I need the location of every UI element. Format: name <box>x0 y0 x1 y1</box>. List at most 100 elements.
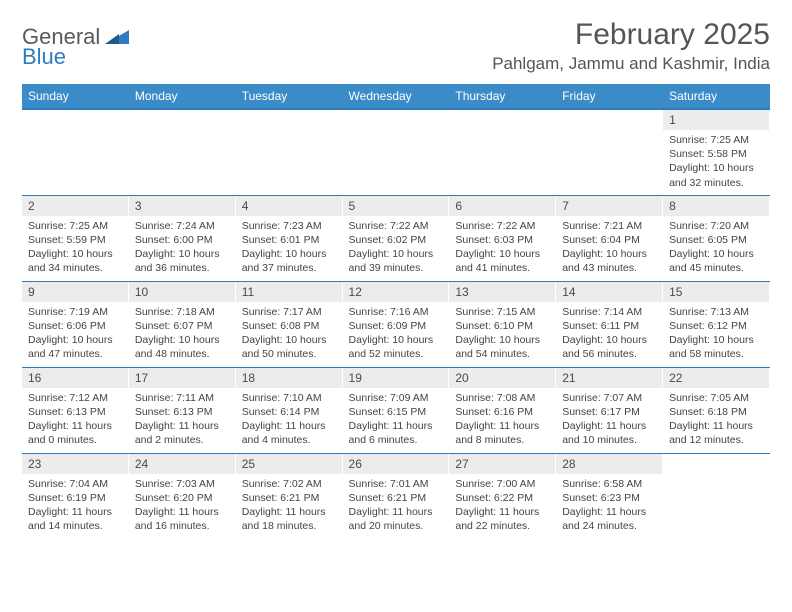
day-body: Sunrise: 7:25 AMSunset: 5:59 PMDaylight:… <box>22 216 129 280</box>
sunrise-text: Sunrise: 7:17 AM <box>242 305 337 319</box>
sunset-text: Sunset: 6:04 PM <box>562 233 657 247</box>
sunrise-text: Sunrise: 7:04 AM <box>28 477 123 491</box>
day-cell: 4Sunrise: 7:23 AMSunset: 6:01 PMDaylight… <box>236 195 343 281</box>
day-body: Sunrise: 7:05 AMSunset: 6:18 PMDaylight:… <box>663 388 770 452</box>
sunset-text: Sunset: 6:11 PM <box>562 319 657 333</box>
daylight-text: Daylight: 10 hours and 39 minutes. <box>349 247 444 275</box>
day-cell <box>129 109 236 195</box>
dow-thursday: Thursday <box>449 84 556 109</box>
day-cell: 15Sunrise: 7:13 AMSunset: 6:12 PMDayligh… <box>663 281 770 367</box>
day-cell: 19Sunrise: 7:09 AMSunset: 6:15 PMDayligh… <box>343 367 450 453</box>
daylight-text: Daylight: 10 hours and 41 minutes. <box>455 247 550 275</box>
sunrise-text: Sunrise: 7:10 AM <box>242 391 337 405</box>
day-body: Sunrise: 7:10 AMSunset: 6:14 PMDaylight:… <box>236 388 343 452</box>
day-cell: 10Sunrise: 7:18 AMSunset: 6:07 PMDayligh… <box>129 281 236 367</box>
sunset-text: Sunset: 6:21 PM <box>242 491 337 505</box>
day-body: Sunrise: 7:20 AMSunset: 6:05 PMDaylight:… <box>663 216 770 280</box>
sunrise-text: Sunrise: 7:08 AM <box>455 391 550 405</box>
day-cell: 11Sunrise: 7:17 AMSunset: 6:08 PMDayligh… <box>236 281 343 367</box>
daylight-text: Daylight: 11 hours and 12 minutes. <box>669 419 764 447</box>
sunset-text: Sunset: 6:06 PM <box>28 319 123 333</box>
daylight-text: Daylight: 10 hours and 48 minutes. <box>135 333 230 361</box>
dow-monday: Monday <box>129 84 236 109</box>
title-block: February 2025 Pahlgam, Jammu and Kashmir… <box>492 18 770 74</box>
day-number: 2 <box>22 196 129 216</box>
daylight-text: Daylight: 11 hours and 18 minutes. <box>242 505 337 533</box>
sunset-text: Sunset: 6:19 PM <box>28 491 123 505</box>
day-body: Sunrise: 7:22 AMSunset: 6:02 PMDaylight:… <box>343 216 450 280</box>
sunrise-text: Sunrise: 7:03 AM <box>135 477 230 491</box>
day-number: 20 <box>449 368 556 388</box>
sunrise-text: Sunrise: 7:14 AM <box>562 305 657 319</box>
sunset-text: Sunset: 6:02 PM <box>349 233 444 247</box>
dow-sunday: Sunday <box>22 84 129 109</box>
day-number: 22 <box>663 368 770 388</box>
week-row: 2Sunrise: 7:25 AMSunset: 5:59 PMDaylight… <box>22 195 770 281</box>
sunrise-text: Sunrise: 7:13 AM <box>669 305 764 319</box>
sunset-text: Sunset: 6:14 PM <box>242 405 337 419</box>
day-body <box>556 130 663 137</box>
dow-tuesday: Tuesday <box>236 84 343 109</box>
day-cell: 20Sunrise: 7:08 AMSunset: 6:16 PMDayligh… <box>449 367 556 453</box>
day-number: 26 <box>343 454 450 474</box>
sunset-text: Sunset: 5:58 PM <box>669 147 764 161</box>
sunrise-text: Sunrise: 7:12 AM <box>28 391 123 405</box>
daylight-text: Daylight: 11 hours and 22 minutes. <box>455 505 550 533</box>
day-number: 7 <box>556 196 663 216</box>
sunset-text: Sunset: 6:10 PM <box>455 319 550 333</box>
daylight-text: Daylight: 10 hours and 34 minutes. <box>28 247 123 275</box>
day-number <box>236 110 343 130</box>
sunset-text: Sunset: 6:20 PM <box>135 491 230 505</box>
day-cell <box>556 109 663 195</box>
day-cell: 26Sunrise: 7:01 AMSunset: 6:21 PMDayligh… <box>343 453 450 539</box>
daylight-text: Daylight: 10 hours and 36 minutes. <box>135 247 230 275</box>
day-number <box>556 110 663 130</box>
sunrise-text: Sunrise: 7:11 AM <box>135 391 230 405</box>
day-cell: 22Sunrise: 7:05 AMSunset: 6:18 PMDayligh… <box>663 367 770 453</box>
sunrise-text: Sunrise: 7:07 AM <box>562 391 657 405</box>
day-number: 9 <box>22 282 129 302</box>
day-number <box>343 110 450 130</box>
day-number <box>129 110 236 130</box>
day-number: 13 <box>449 282 556 302</box>
day-cell: 18Sunrise: 7:10 AMSunset: 6:14 PMDayligh… <box>236 367 343 453</box>
day-body <box>449 130 556 137</box>
day-number: 4 <box>236 196 343 216</box>
day-body: Sunrise: 7:14 AMSunset: 6:11 PMDaylight:… <box>556 302 663 366</box>
daylight-text: Daylight: 11 hours and 4 minutes. <box>242 419 337 447</box>
daylight-text: Daylight: 10 hours and 32 minutes. <box>669 161 764 189</box>
day-body <box>22 130 129 137</box>
sunrise-text: Sunrise: 7:16 AM <box>349 305 444 319</box>
daylight-text: Daylight: 10 hours and 56 minutes. <box>562 333 657 361</box>
day-cell: 9Sunrise: 7:19 AMSunset: 6:06 PMDaylight… <box>22 281 129 367</box>
day-body: Sunrise: 7:04 AMSunset: 6:19 PMDaylight:… <box>22 474 129 538</box>
sunrise-text: Sunrise: 7:25 AM <box>669 133 764 147</box>
daylight-text: Daylight: 11 hours and 20 minutes. <box>349 505 444 533</box>
sunrise-text: Sunrise: 7:05 AM <box>669 391 764 405</box>
day-cell: 21Sunrise: 7:07 AMSunset: 6:17 PMDayligh… <box>556 367 663 453</box>
week-row: 16Sunrise: 7:12 AMSunset: 6:13 PMDayligh… <box>22 367 770 453</box>
day-number <box>663 454 770 474</box>
day-body: Sunrise: 7:12 AMSunset: 6:13 PMDaylight:… <box>22 388 129 452</box>
day-number: 14 <box>556 282 663 302</box>
day-number: 21 <box>556 368 663 388</box>
sunset-text: Sunset: 6:15 PM <box>349 405 444 419</box>
daylight-text: Daylight: 10 hours and 43 minutes. <box>562 247 657 275</box>
day-cell <box>22 109 129 195</box>
sunset-text: Sunset: 6:16 PM <box>455 405 550 419</box>
sunrise-text: Sunrise: 7:22 AM <box>349 219 444 233</box>
sunrise-text: Sunrise: 7:01 AM <box>349 477 444 491</box>
day-body: Sunrise: 7:15 AMSunset: 6:10 PMDaylight:… <box>449 302 556 366</box>
sunset-text: Sunset: 6:09 PM <box>349 319 444 333</box>
week-row: 1Sunrise: 7:25 AMSunset: 5:58 PMDaylight… <box>22 109 770 195</box>
day-body: Sunrise: 7:09 AMSunset: 6:15 PMDaylight:… <box>343 388 450 452</box>
sunrise-text: Sunrise: 7:25 AM <box>28 219 123 233</box>
day-body: Sunrise: 6:58 AMSunset: 6:23 PMDaylight:… <box>556 474 663 538</box>
day-body: Sunrise: 7:16 AMSunset: 6:09 PMDaylight:… <box>343 302 450 366</box>
day-body <box>129 130 236 137</box>
day-number: 19 <box>343 368 450 388</box>
day-body: Sunrise: 7:21 AMSunset: 6:04 PMDaylight:… <box>556 216 663 280</box>
day-body: Sunrise: 7:22 AMSunset: 6:03 PMDaylight:… <box>449 216 556 280</box>
day-number: 12 <box>343 282 450 302</box>
month-title: February 2025 <box>492 18 770 52</box>
